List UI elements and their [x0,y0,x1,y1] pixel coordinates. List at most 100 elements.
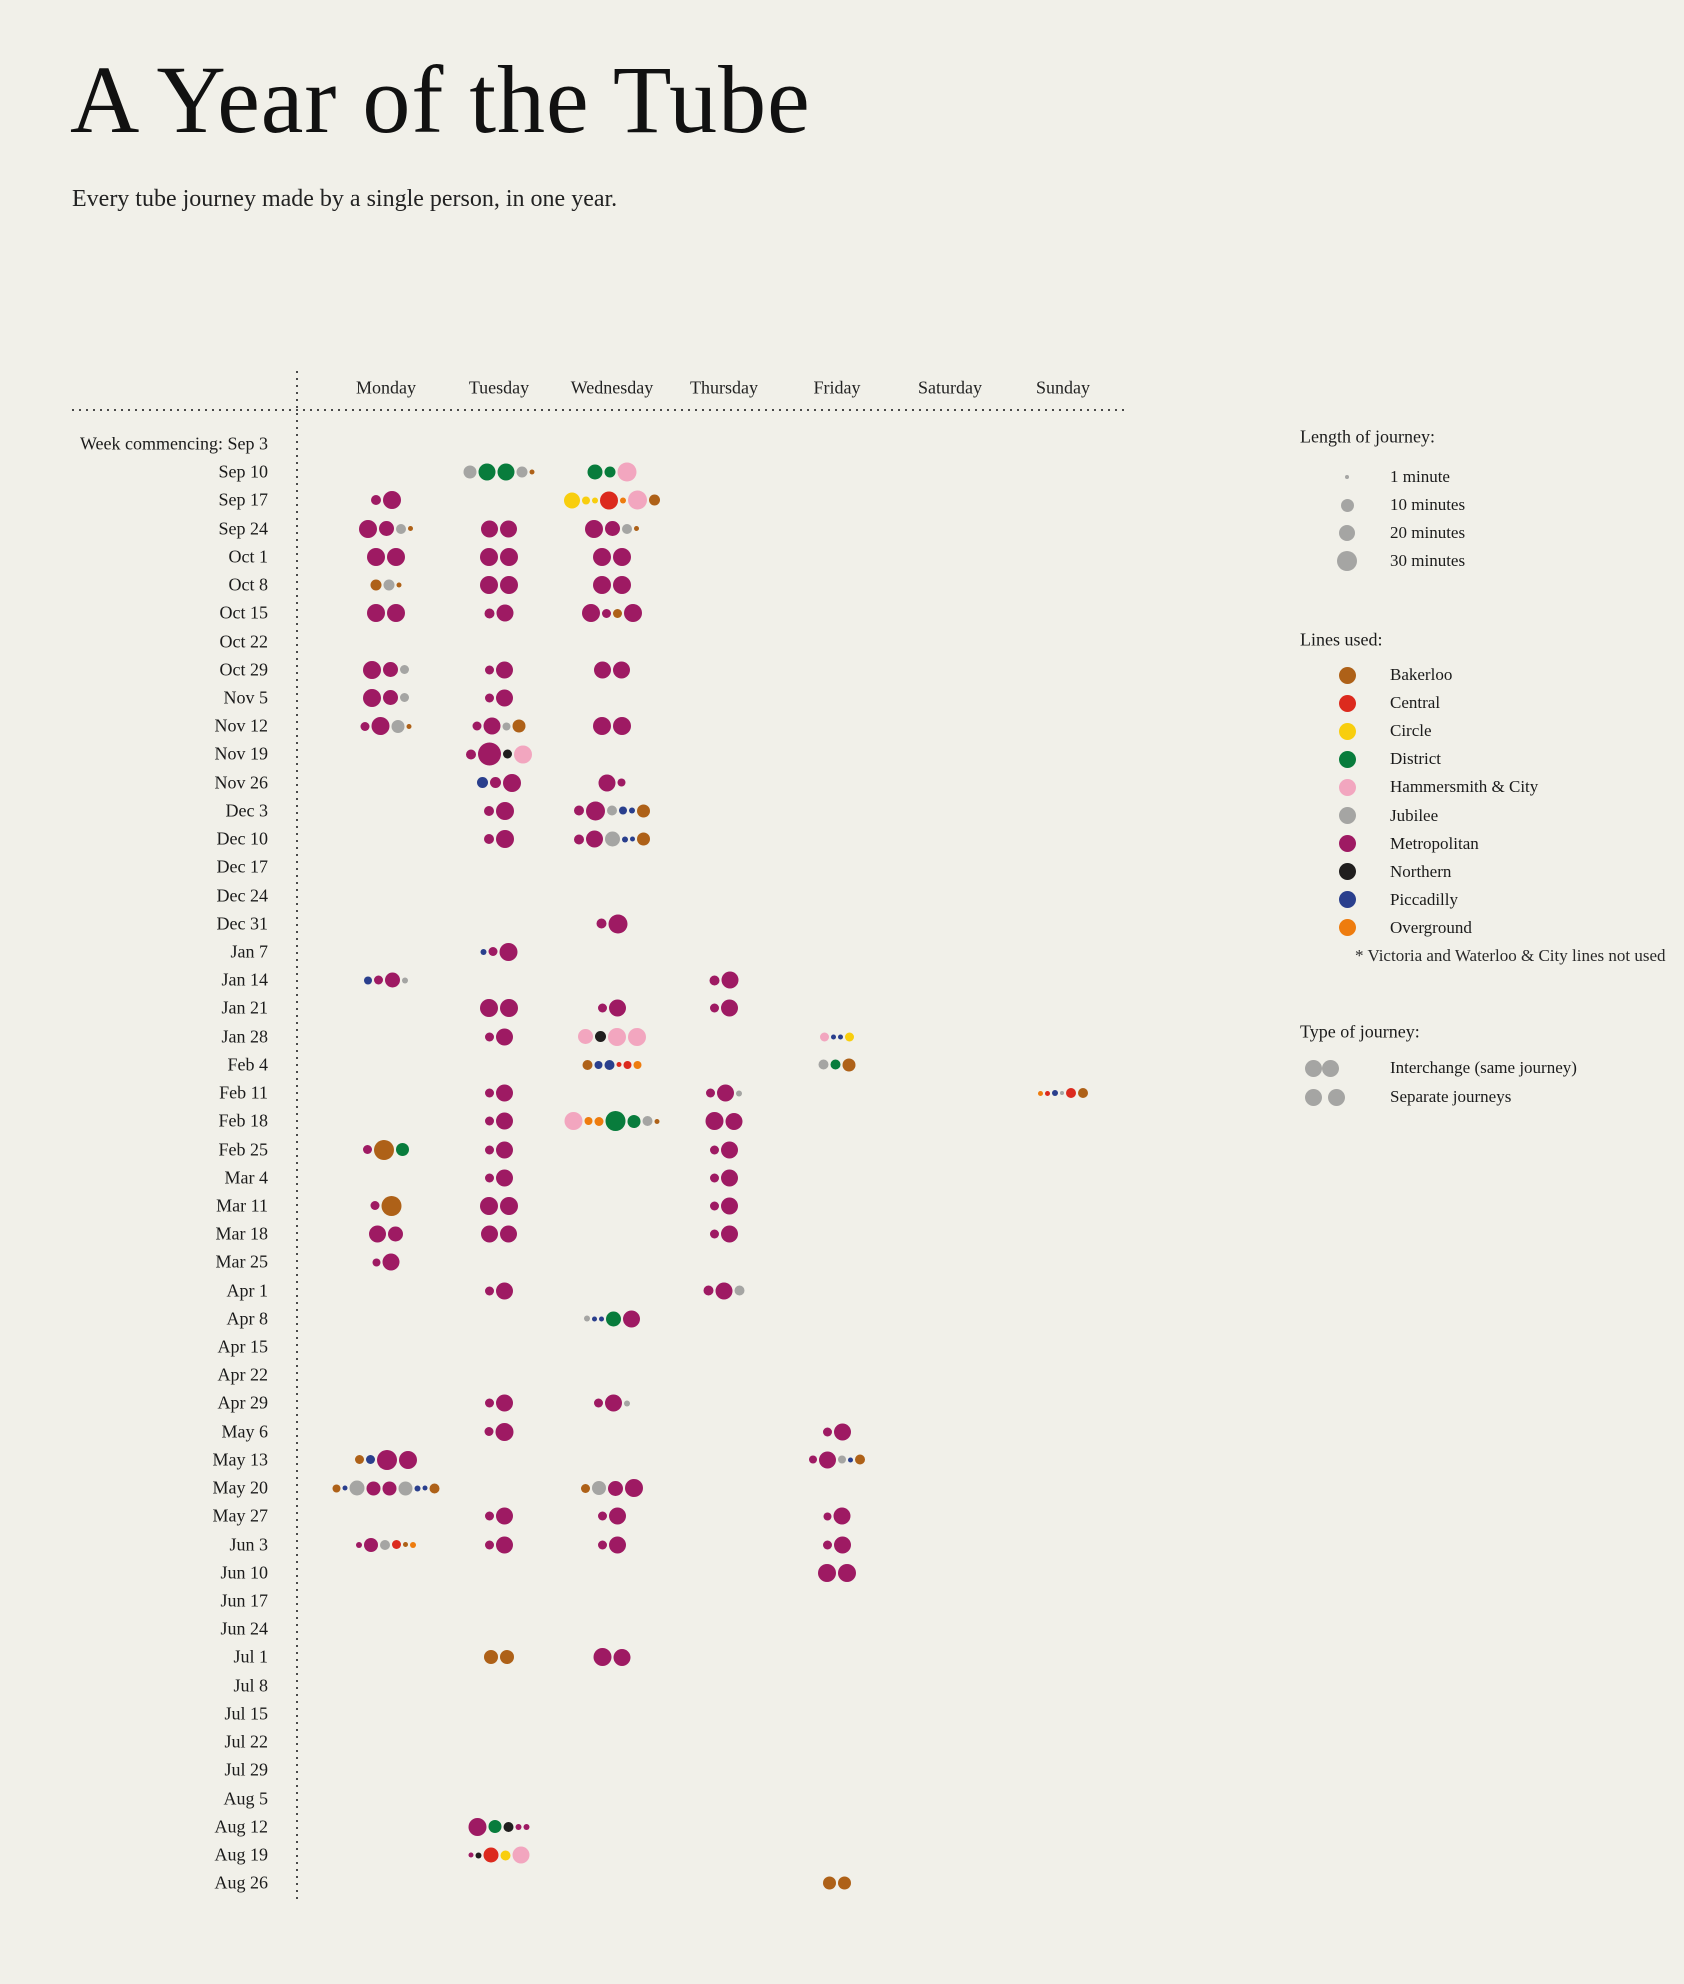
journey-dot [592,497,598,504]
journey-dot [370,579,382,591]
week-label: Jul 29 [224,1759,268,1780]
journey-cluster [485,1282,513,1300]
journey-dot [736,1090,742,1097]
journey-dot [627,1114,641,1128]
journey-dot [468,1852,474,1858]
journey-dot [481,520,498,538]
journey-cluster [484,801,514,820]
week-label: Jan 28 [221,1026,269,1047]
journey-dot [496,1282,513,1300]
journey-dot [480,547,498,566]
journey-dot [485,1173,494,1183]
journey-cluster [598,1507,626,1525]
journey-dot [649,494,660,506]
journey-dot [593,576,611,595]
dotted-axis-line [296,371,298,1903]
journey-dot [608,1480,623,1496]
journey-dot [371,717,390,736]
size-legend-label: 10 minutes [1390,495,1466,514]
week-label: Jan 14 [221,969,269,990]
journey-dot [564,492,580,509]
journey-dot [529,469,535,475]
journey-dot [584,1117,593,1126]
journey-dot [485,1540,494,1550]
journey-dot [592,1481,606,1496]
journey-dot [363,660,381,679]
week-label: May 20 [212,1477,269,1498]
journey-dot [605,1111,626,1132]
journey-dot [377,1449,397,1470]
week-label: Jan 7 [230,941,269,962]
journey-dot [705,1112,724,1131]
journey-cluster [594,1394,630,1412]
week-label: Jun 3 [229,1534,268,1555]
day-header-thu: Thursday [690,377,758,398]
journey-cluster [463,463,535,481]
day-header-mon: Monday [356,377,416,398]
journey-dot [620,497,626,504]
journey-cluster [480,999,518,1018]
journey-legend-label: Separate journeys [1390,1087,1512,1106]
journey-cluster [356,1537,416,1552]
journey-cluster [364,972,408,988]
page-title: A Year of the Tube [70,46,811,153]
journey-dot [594,1060,603,1069]
journey-dot [609,999,626,1017]
journey-dot [593,717,611,736]
journey-dot [414,1485,421,1492]
journey-dot [1305,1088,1322,1106]
journey-dot [838,1563,856,1582]
journey-cluster [582,604,642,623]
journey-cluster [363,688,409,707]
journey-dot [710,1145,719,1154]
journey-dot [372,1258,381,1267]
journey-dot [602,608,611,618]
journey-dot [1338,694,1356,712]
journey-dot [598,774,616,792]
journey-dot [1345,475,1349,479]
week-label: Feb 18 [218,1110,269,1131]
journey-dot [516,466,528,478]
journey-cluster [598,1536,626,1554]
journey-cluster [705,1112,743,1131]
journey-dot [619,806,627,815]
journey-dot [512,1846,530,1864]
journey-dot [402,977,408,984]
journey-dot [625,1479,643,1498]
journey-dot [819,1451,836,1469]
journey-dot [484,834,494,845]
journey-cluster [485,1112,513,1130]
journey-dot [380,1539,390,1550]
week-label: Jan 21 [221,997,269,1018]
week-label: Dec 17 [216,856,268,877]
journey-dot [355,1455,364,1465]
journey-dot [496,1169,513,1187]
day-header-tue: Tuesday [468,377,530,398]
journey-dot [1078,1088,1088,1099]
week-label: Jul 8 [233,1675,268,1696]
journey-dot [582,1059,593,1070]
journey-cluster [564,1111,660,1132]
journey-dot [369,1225,386,1243]
journey-dot [366,1481,381,1496]
journey-dot [500,1650,514,1665]
journey-dot [617,778,626,787]
journey-dot [499,942,518,961]
journey-cluster [596,914,628,934]
journey-dot [392,1540,401,1550]
journey-dot [496,1112,513,1130]
journey-cluster [823,1536,851,1554]
week-label: Nov 19 [214,743,269,764]
journey-dot [581,1483,590,1493]
journey-dot [500,1225,517,1243]
journey-dot [503,773,521,792]
journey-dot [422,1485,428,1491]
journey-dot [594,661,611,679]
dotted-separator-line [72,409,1124,411]
journey-dot [480,948,487,955]
journey-dot [594,1398,603,1408]
journey-dot [823,1512,832,1521]
journey-cluster [485,1507,513,1525]
journey-cluster [485,661,513,679]
journey-dot [830,1059,841,1070]
